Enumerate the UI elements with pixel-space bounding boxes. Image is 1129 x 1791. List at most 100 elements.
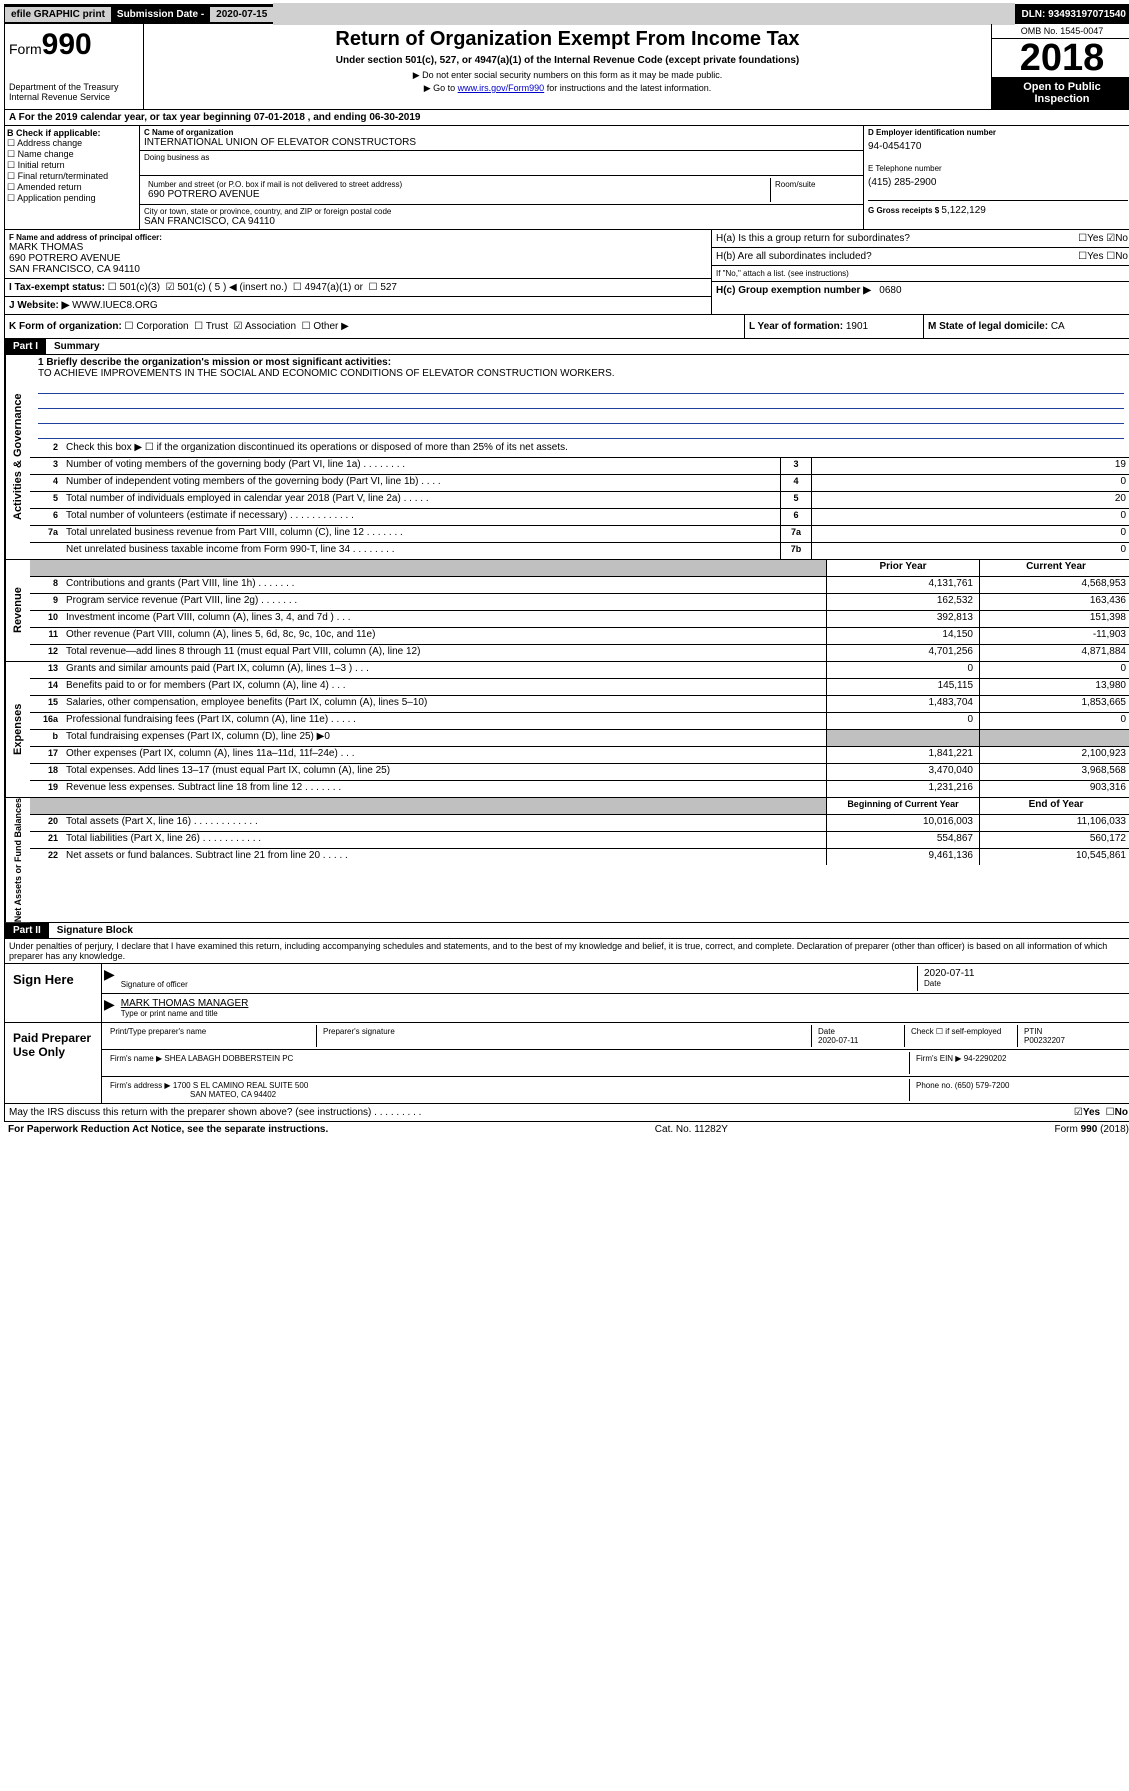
- begin-year-header: Beginning of Current Year: [826, 798, 979, 814]
- ssn-note: ▶ Do not enter social security numbers o…: [148, 70, 987, 81]
- m-value: CA: [1051, 321, 1065, 332]
- row-num: 7a: [30, 526, 62, 542]
- cat-number: Cat. No. 11282Y: [655, 1124, 728, 1135]
- current-val: 2,100,923: [979, 747, 1129, 763]
- chk-initial[interactable]: ☐ Initial return: [7, 160, 137, 171]
- sig-officer-label: Signature of officer: [121, 980, 911, 989]
- table-row: 5 Total number of individuals employed i…: [30, 492, 1129, 509]
- chk-final-label: Final return/terminated: [18, 171, 109, 181]
- firm-name-cell: Firm's name ▶ SHEA LABAGH DOBBERSTEIN PC: [104, 1052, 910, 1074]
- top-bar: efile GRAPHIC print Submission Date - 20…: [4, 4, 1129, 24]
- table-row: 19 Revenue less expenses. Subtract line …: [30, 781, 1129, 797]
- header-right: OMB No. 1545-0047 2018 Open to Public In…: [991, 24, 1129, 109]
- row-val: 0: [811, 526, 1129, 542]
- current-val: 0: [979, 713, 1129, 729]
- goto-post: for instructions and the latest informat…: [544, 83, 711, 93]
- prior-year-header: Prior Year: [826, 560, 979, 576]
- k-trust[interactable]: Trust: [206, 321, 228, 332]
- prior-val: 162,532: [826, 594, 979, 610]
- i-4947[interactable]: 4947(a)(1) or: [305, 282, 363, 293]
- row-desc: Total expenses. Add lines 13–17 (must eq…: [62, 764, 826, 780]
- hb-yes[interactable]: ☐Yes: [1078, 251, 1103, 262]
- ha-yes[interactable]: ☐Yes: [1078, 233, 1103, 244]
- row-box: 7b: [780, 543, 811, 559]
- row-num: 18: [30, 764, 62, 780]
- paid-right: Print/Type preparer's name Preparer's si…: [102, 1023, 1129, 1103]
- k-assoc[interactable]: Association: [245, 321, 296, 332]
- row-num: 20: [30, 815, 62, 831]
- row-num: 3: [30, 458, 62, 474]
- irs-link[interactable]: www.irs.gov/Form990: [458, 83, 545, 93]
- chk-address[interactable]: ☐ Address change: [7, 138, 137, 149]
- table-row: 10 Investment income (Part VIII, column …: [30, 611, 1129, 628]
- discuss-yes[interactable]: ☑Yes: [1074, 1107, 1100, 1118]
- row-num: 8: [30, 577, 62, 593]
- dba-block: Doing business as: [140, 151, 863, 176]
- chk-final[interactable]: ☐ Final return/terminated: [7, 171, 137, 182]
- current-val: 151,398: [979, 611, 1129, 627]
- i-501c[interactable]: 501(c) ( 5 ) ◀ (insert no.): [177, 282, 287, 293]
- row-desc: Investment income (Part VIII, column (A)…: [62, 611, 826, 627]
- f-label: F Name and address of principal officer:: [9, 233, 707, 242]
- city-label: City or town, state or province, country…: [144, 207, 859, 216]
- row-desc: Total number of individuals employed in …: [62, 492, 780, 508]
- row-desc: Total fundraising expenses (Part IX, col…: [62, 730, 826, 746]
- row-desc: Other revenue (Part VIII, column (A), li…: [62, 628, 826, 644]
- f-block: F Name and address of principal officer:…: [5, 230, 711, 279]
- prior-val: 3,470,040: [826, 764, 979, 780]
- prior-val: 145,115: [826, 679, 979, 695]
- table-row: 18 Total expenses. Add lines 13–17 (must…: [30, 764, 1129, 781]
- goto-pre: ▶ Go to: [424, 83, 458, 93]
- row-num: 22: [30, 849, 62, 865]
- k-other[interactable]: Other ▶: [313, 321, 348, 332]
- firm-phone-cell: Phone no. (650) 579-7200: [910, 1079, 1129, 1101]
- website-value: WWW.IUEC8.ORG: [72, 300, 158, 311]
- c-name-block: C Name of organization INTERNATIONAL UNI…: [140, 126, 863, 151]
- room-label: Room/suite: [775, 180, 855, 189]
- check-self[interactable]: Check ☐ if self-employed: [905, 1025, 1018, 1047]
- discuss-text: May the IRS discuss this return with the…: [9, 1107, 1074, 1118]
- k-corp[interactable]: Corporation: [136, 321, 188, 332]
- row-num: 4: [30, 475, 62, 491]
- tax-year: 2018: [992, 39, 1129, 77]
- i-501c3[interactable]: 501(c)(3): [119, 282, 160, 293]
- paid-preparer-label: Paid Preparer Use Only: [5, 1023, 102, 1103]
- tax-year-row: A For the 2019 calendar year, or tax yea…: [4, 110, 1129, 126]
- efile-label[interactable]: efile GRAPHIC print: [5, 7, 111, 22]
- current-val: 4,568,953: [979, 577, 1129, 593]
- date-label: Date: [924, 979, 1124, 988]
- sig-officer-field[interactable]: [121, 968, 911, 980]
- current-val: 13,980: [979, 679, 1129, 695]
- chk-name[interactable]: ☐ Name change: [7, 149, 137, 160]
- prior-val: [826, 730, 979, 746]
- discuss-no[interactable]: ☐No: [1100, 1107, 1128, 1118]
- yes-label: Yes: [1087, 233, 1103, 244]
- firm-name-row: Firm's name ▶ SHEA LABAGH DOBBERSTEIN PC…: [102, 1050, 1129, 1077]
- org-name: INTERNATIONAL UNION OF ELEVATOR CONSTRUC…: [144, 137, 859, 148]
- table-row: 21 Total liabilities (Part X, line 26) .…: [30, 832, 1129, 849]
- firm-addr-label: Firm's address ▶: [110, 1081, 171, 1090]
- chk-app[interactable]: ☐ Application pending: [7, 193, 137, 204]
- expenses-section: Expenses 13 Grants and similar amounts p…: [4, 662, 1129, 798]
- end-year-header: End of Year: [979, 798, 1129, 814]
- ha-no[interactable]: ☑No: [1103, 233, 1128, 244]
- current-val: -11,903: [979, 628, 1129, 644]
- vert-balances: Net Assets or Fund Balances: [5, 798, 30, 922]
- row-box: 7a: [780, 526, 811, 542]
- hb-no[interactable]: ☐No: [1103, 251, 1128, 262]
- phone-label: E Telephone number: [868, 164, 1128, 173]
- firm-name-label: Firm's name ▶: [110, 1054, 162, 1063]
- row-num: 16a: [30, 713, 62, 729]
- firm-addr1: 1700 S EL CAMINO REAL SUITE 500: [173, 1081, 308, 1090]
- spacer: [62, 798, 826, 814]
- form-title: Return of Organization Exempt From Incom…: [148, 28, 987, 51]
- g-value: 5,122,129: [941, 205, 986, 216]
- chk-amended[interactable]: ☐ Amended return: [7, 182, 137, 193]
- chk-name-label: Name change: [18, 149, 74, 159]
- current-val: 11,106,033: [979, 815, 1129, 831]
- col-c: C Name of organization INTERNATIONAL UNI…: [140, 126, 864, 229]
- gross-receipts: G Gross receipts $ 5,122,129: [868, 200, 1128, 216]
- current-val: [979, 730, 1129, 746]
- i-527[interactable]: 527: [380, 282, 397, 293]
- firm-addr2: SAN MATEO, CA 94402: [190, 1090, 276, 1099]
